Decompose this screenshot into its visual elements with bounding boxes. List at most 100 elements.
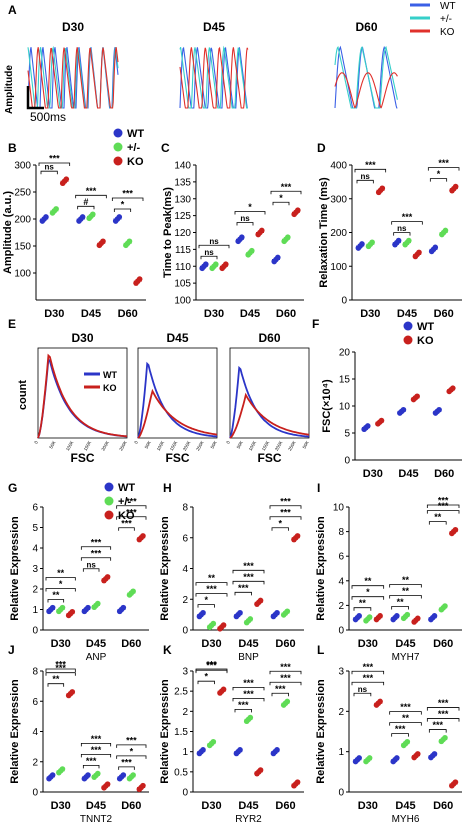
histogram-xtick: 150K: [83, 440, 93, 452]
histogram-xtick: 50K: [210, 440, 218, 449]
histogram-xtick: 250K: [287, 440, 297, 452]
data-point-wt: [203, 261, 209, 268]
histogram-frame-1: [137, 347, 218, 439]
y-tick-label: 6: [32, 697, 38, 708]
data-point-ko: [416, 249, 422, 256]
data-point-ko: [136, 276, 143, 282]
x-category-label: D45: [398, 468, 418, 480]
significance-bracket: [269, 681, 302, 686]
significance-label: ***: [280, 673, 291, 683]
significance-bracket: [356, 179, 374, 184]
significance-bracket: [195, 582, 228, 586]
significance-label: #: [83, 197, 88, 207]
significance-label: ns: [44, 163, 54, 172]
significance-label: ***: [55, 663, 66, 673]
data-point-wt: [200, 609, 206, 616]
x-category-label: D30: [358, 800, 378, 812]
significance-label: ***: [91, 745, 102, 755]
legend-marker: [113, 142, 123, 152]
x-category-label: D60: [434, 468, 454, 480]
data-point-het: [284, 608, 291, 615]
x-category-label: D45: [86, 638, 106, 650]
significance-label: ***: [86, 756, 97, 766]
significance-bracket: [232, 580, 265, 585]
histogram-title-0: D30: [71, 331, 93, 345]
significance-bracket: [45, 588, 76, 592]
significance-label: *: [204, 595, 208, 605]
y-tick-label: 130: [174, 194, 191, 205]
trace-legend-label-0: WT: [440, 1, 456, 12]
y-tick-label: 1: [32, 605, 38, 616]
data-point-ko: [140, 533, 146, 539]
y-tick-label: 200: [14, 215, 31, 226]
y-tick-label: 135: [174, 177, 191, 188]
data-point-het: [210, 738, 217, 745]
histogram-xlabel-1: FSC: [166, 451, 190, 465]
y-tick-label: 4: [338, 576, 344, 587]
y-tick-label: 0.5: [174, 767, 188, 778]
significance-label: ***: [238, 583, 249, 593]
data-point-ko: [377, 698, 383, 705]
significance-bracket: [269, 516, 302, 520]
data-point-het: [247, 714, 254, 721]
significance-label: ns: [86, 560, 96, 569]
significance-label: ***: [400, 702, 411, 712]
significance-bracket: [80, 753, 112, 758]
significance-label: ***: [363, 662, 374, 672]
significance-bracket: [80, 742, 112, 747]
trace-ylabel: Amplitude: [4, 65, 15, 114]
trace-line-1-2: [179, 46, 249, 109]
data-point-ko: [379, 185, 386, 192]
legend-marker: [104, 510, 114, 520]
data-point-ko: [104, 781, 111, 787]
y-tick-label: 0: [32, 788, 38, 799]
x-category-label: D60: [275, 800, 295, 812]
significance-label: ns: [204, 248, 214, 257]
significance-label: ***: [206, 660, 217, 670]
data-point-het: [442, 734, 448, 741]
scale-label: 500ms: [30, 110, 66, 124]
histogram-xtick: 200K: [182, 440, 192, 452]
data-point-ko: [378, 417, 385, 424]
y-tick-label: 300: [14, 161, 31, 172]
data-point-wt: [359, 241, 365, 247]
significance-bracket: [82, 764, 100, 769]
significance-label: ***: [91, 734, 102, 744]
x-category-label: D60: [433, 638, 453, 650]
significance-label: ***: [402, 212, 413, 222]
x-category-label: D30: [360, 308, 380, 320]
x-category-label: D45: [395, 638, 415, 650]
data-point-wt: [79, 214, 86, 220]
panel-letter-j: J: [8, 643, 15, 657]
significance-bracket: [272, 201, 290, 206]
data-point-het: [90, 211, 96, 218]
data-point-wt: [394, 613, 400, 619]
significance-label: ***: [86, 186, 97, 196]
significance-bracket: [351, 585, 385, 589]
significance-label: *: [59, 579, 63, 589]
significance-bracket: [429, 178, 448, 182]
y-tick-label: 120: [174, 228, 191, 239]
x-category-label: D30: [51, 800, 71, 812]
y-axis-label: Time to Peak(ms): [162, 187, 174, 278]
data-point-ko: [452, 526, 459, 533]
significance-bracket: [232, 569, 265, 574]
significance-bracket: [80, 546, 112, 550]
panel-letter-k: K: [163, 643, 172, 657]
histogram-curve-ko-2: [229, 392, 310, 439]
data-point-wt: [49, 772, 56, 778]
significance-label: ns: [209, 237, 219, 246]
histogram-xtick: 50K: [236, 440, 244, 449]
y-tick-label: 140: [174, 161, 191, 172]
significance-bracket: [428, 521, 447, 525]
trace-line-2-1: [334, 45, 398, 109]
significance-label: **: [402, 713, 410, 723]
y-tick-label: 105: [174, 279, 191, 290]
x-category-label: D45: [397, 308, 417, 320]
panel-letter-b: B: [8, 141, 17, 155]
significance-bracket: [236, 222, 254, 226]
y-tick-label: 8: [338, 527, 344, 538]
chart-b: 100 150 200 250 300 D30 D45 D60 Amplitude (a.u.)…: [2, 128, 146, 320]
significance-bracket: [47, 683, 65, 687]
